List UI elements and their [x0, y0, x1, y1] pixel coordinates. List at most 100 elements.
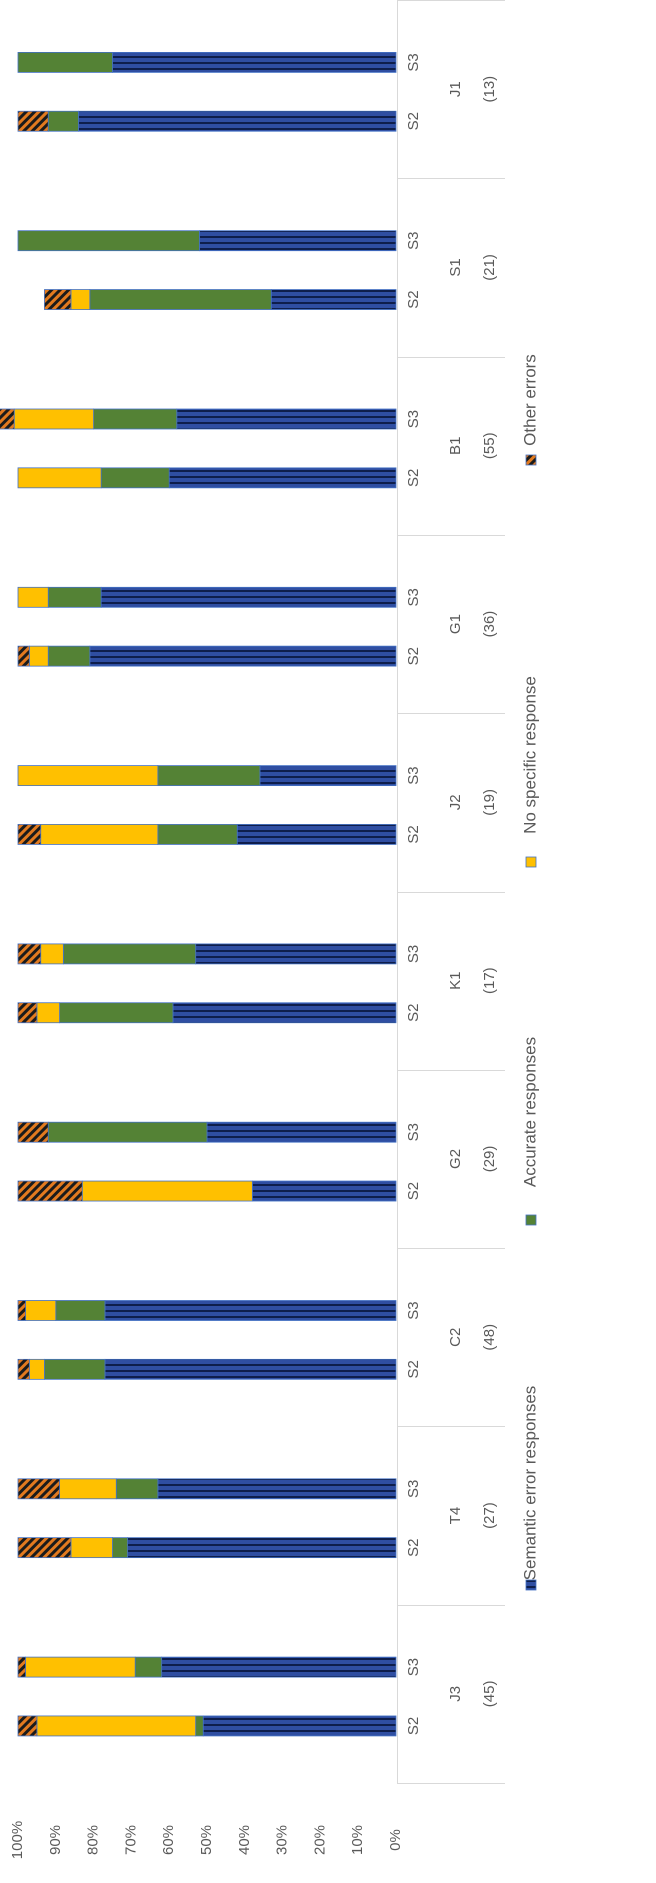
group-label: J2 [447, 794, 464, 810]
bar-segment-no-specific-response [17, 586, 49, 608]
bar-segment-other-errors [17, 1180, 83, 1202]
group-label: B1 [447, 437, 464, 455]
group-count-label: (45) [481, 1681, 498, 1708]
value-tick-label: 0% [387, 1829, 404, 1851]
bar-segment-other-errors [17, 943, 42, 965]
bar-segment-accurate-responses [93, 408, 178, 430]
bar-segment-no-specific-response [40, 943, 64, 965]
bar-segment-other-errors [17, 110, 49, 132]
group-count-label: (29) [481, 1146, 498, 1173]
legend-label-accurate-responses: Accurate responses [520, 1037, 539, 1187]
category-label: S3 [405, 1301, 422, 1319]
bar-segment-other-errors [17, 1002, 38, 1024]
value-tick-label: 70% [122, 1825, 139, 1855]
bar-segment-accurate-responses [17, 230, 200, 252]
bar-segment-other-errors [17, 1121, 49, 1143]
bar-segment-no-specific-response [17, 765, 159, 787]
bar-segment-no-specific-response [70, 289, 91, 310]
category-label: S3 [405, 588, 422, 606]
group-count-label: (13) [481, 76, 498, 103]
bar-segment-semantic-error-responses [157, 1478, 397, 1500]
bar-segment-no-specific-response [36, 1715, 197, 1737]
bar-segment-semantic-error-responses [195, 943, 397, 965]
legend: Semantic error responses Accurate respons… [520, 354, 539, 1591]
bar-segment-no-specific-response [17, 467, 102, 489]
bar-segment-other-errors [17, 1656, 26, 1678]
plot-area [0, 52, 397, 1737]
bar-segment-semantic-error-responses [78, 110, 397, 132]
legend-label-no-specific-response: No specific response [520, 676, 539, 834]
value-tick-label: 10% [349, 1825, 366, 1855]
bar-segment-no-specific-response [28, 1358, 45, 1380]
bar-segment-semantic-error-responses [104, 1358, 397, 1380]
category-label: S2 [405, 1360, 422, 1378]
bar-segment-other-errors [17, 1300, 26, 1321]
bar-segment-semantic-error-responses [100, 586, 397, 608]
bar-segment-no-specific-response [13, 408, 94, 430]
category-label: S2 [405, 1182, 422, 1200]
category-label: S2 [405, 647, 422, 665]
bar-segment-semantic-error-responses [206, 1121, 397, 1143]
value-axis: 0% 10% 20% 30% 40% 50% 60% 70% 80% 90% 100% [9, 1821, 404, 1859]
bar-segment-no-specific-response [28, 645, 49, 667]
bar-segment-semantic-error-responses [176, 408, 397, 430]
group-label: J1 [447, 81, 464, 97]
value-tick-label: 80% [85, 1825, 102, 1855]
category-label: S3 [405, 1123, 422, 1141]
value-tick-label: 40% [236, 1825, 253, 1855]
legend-swatch-semantic-error-responses [525, 1579, 537, 1591]
bar-segment-other-errors [44, 289, 72, 310]
group-label: J3 [447, 1686, 464, 1702]
bar-segment-accurate-responses [55, 1300, 106, 1321]
bar-segment-no-specific-response [59, 1478, 117, 1500]
group-label: G1 [447, 614, 464, 634]
category-label: S2 [405, 112, 422, 130]
bar-segment-accurate-responses [134, 1656, 163, 1678]
group-label: C2 [447, 1328, 464, 1347]
category-label: S2 [405, 290, 422, 308]
group-label: S1 [447, 258, 464, 276]
bar-segment-accurate-responses [157, 824, 238, 845]
bar-segment-semantic-error-responses [112, 52, 397, 73]
value-tick-label: 100% [9, 1821, 26, 1859]
category-label: S3 [405, 766, 422, 784]
value-tick-label: 30% [274, 1825, 291, 1855]
bar-segment-accurate-responses [17, 52, 113, 73]
group-label: G2 [447, 1149, 464, 1169]
bar-segment-other-errors [17, 824, 42, 845]
category-label: S2 [405, 825, 422, 843]
category-axis: S2 S3 S2 S3 S2 S3 S2 S3 S2 S3 S2 S3 S2 S3 S2 S3 S2 S3 S2 S3… [397, 0, 505, 1784]
group-count-label: (27) [481, 1502, 498, 1529]
category-label: S3 [405, 1480, 422, 1498]
legend-swatch-other-errors [525, 454, 537, 466]
bar-segment-no-specific-response [25, 1300, 57, 1321]
category-label: S2 [405, 1717, 422, 1735]
bar-segment-semantic-error-responses [127, 1537, 397, 1559]
bar-segment-accurate-responses [157, 765, 261, 787]
bar-segment-semantic-error-responses [199, 230, 397, 252]
bar-segment-semantic-error-responses [251, 1180, 397, 1202]
bar-segment-semantic-error-responses [259, 765, 397, 787]
bar-segment-accurate-responses [59, 1002, 174, 1024]
bar-segment-no-specific-response [36, 1002, 60, 1024]
bar-segment-semantic-error-responses [270, 289, 397, 310]
bar-segment-accurate-responses [195, 1715, 204, 1737]
legend-label-other-errors: Other errors [520, 354, 539, 446]
group-count-label: (21) [481, 254, 498, 281]
bar-segment-accurate-responses [47, 586, 102, 608]
bar-segment-accurate-responses [89, 289, 272, 310]
category-label: S2 [405, 1004, 422, 1022]
bar-segment-no-specific-response [70, 1537, 113, 1559]
bar-segment-accurate-responses [115, 1478, 159, 1500]
bar-segment-semantic-error-responses [172, 1002, 397, 1024]
group-count-label: (48) [481, 1324, 498, 1351]
value-tick-label: 20% [311, 1825, 328, 1855]
bar-segment-accurate-responses [112, 1537, 129, 1559]
bar-segment-accurate-responses [44, 1358, 106, 1380]
bar-segment-semantic-error-responses [161, 1656, 397, 1678]
group-count-label: (19) [481, 789, 498, 816]
category-label: S2 [405, 1538, 422, 1556]
legend-label-semantic-error-responses: Semantic error responses [520, 1386, 539, 1581]
